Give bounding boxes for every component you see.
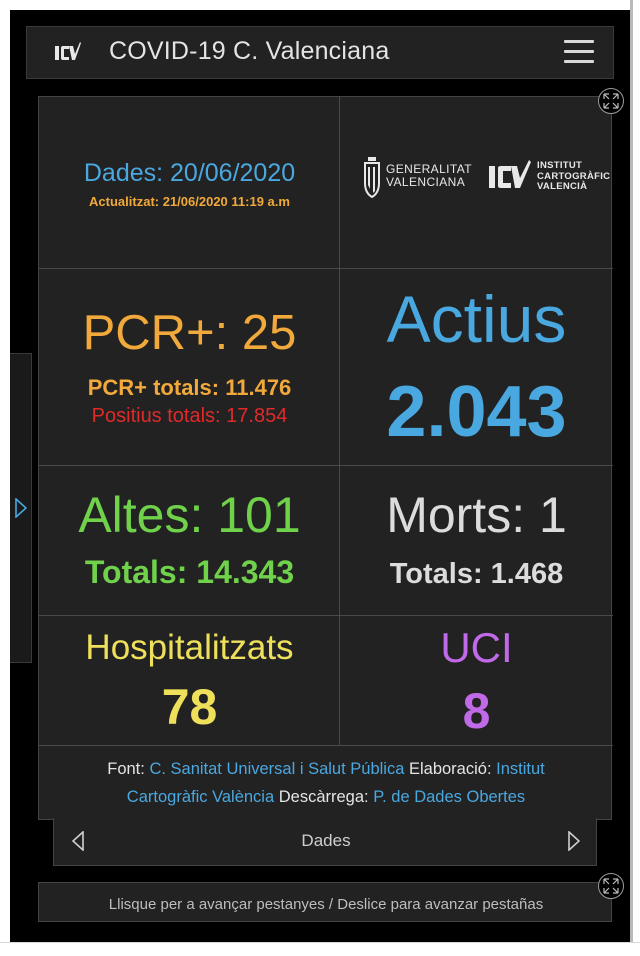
tab-pager: Dades: [53, 818, 597, 866]
expand-panel-button[interactable]: [598, 88, 624, 114]
app-title: COVID-19 C. Valenciana: [109, 37, 390, 65]
morts-totals: Totals: 1.468: [389, 558, 564, 590]
chevron-right-icon: [15, 498, 27, 518]
actius-cell: Actius 2.043: [340, 269, 613, 466]
elaboracio-label: Elaboració:: [408, 760, 492, 778]
window-edge: [630, 0, 633, 956]
previous-tab-icon[interactable]: [72, 831, 84, 851]
elaboracio-link[interactable]: Institut Cartogràfic València: [126, 760, 545, 806]
pcr-daily: PCR+: 25: [82, 306, 297, 360]
hospitalitzats-value: 78: [161, 679, 218, 735]
icv-logo-icon: [55, 42, 81, 60]
side-panel-toggle[interactable]: [10, 353, 32, 663]
hamburger-menu-icon[interactable]: [564, 38, 596, 66]
sources-credits: Font: C. Sanitat Universal i Salut Públi…: [39, 747, 613, 811]
swipe-hint-text: Llisque per a avançar pestanyes / Deslic…: [108, 896, 544, 913]
pager-label: Dades: [301, 831, 351, 850]
app-header: COVID-19 C. Valenciana: [26, 26, 614, 79]
font-label: Font:: [107, 760, 145, 778]
actius-label: Actius: [386, 282, 567, 356]
updated-timestamp: Actualitzat: 21/06/2020 11:19 a.m: [89, 194, 290, 209]
actius-value: 2.043: [386, 372, 567, 452]
generalitat-logo-icon: [364, 157, 380, 199]
logos-cell: GENERALITAT VALENCIANA INSTITUT CARTOGRÀ…: [340, 97, 613, 269]
expand-hint-button[interactable]: [598, 873, 624, 899]
expand-icon: [603, 93, 619, 109]
hospitalitzats-label: Hospitalitzats: [85, 628, 294, 667]
hospitalitzats-cell: Hospitalitzats 78: [39, 616, 340, 746]
altes-daily: Altes: 101: [78, 487, 301, 543]
morts-daily: Morts: 1: [386, 487, 567, 543]
date-cell: Dades: 20/06/2020 Actualitzat: 21/06/202…: [39, 97, 340, 269]
window-bottom-edge: [0, 942, 640, 956]
pcr-totals: PCR+ totals: 11.476: [87, 375, 292, 400]
descarrega-link[interactable]: P. de Dades Obertes: [373, 788, 526, 806]
uci-value: 8: [462, 683, 491, 739]
font-link[interactable]: C. Sanitat Universal i Salut Pública: [149, 760, 405, 778]
icv-logo-text: INSTITUT CARTOGRÀFIC VALENCIÀ: [537, 160, 611, 192]
data-date: Dades: 20/06/2020: [83, 159, 296, 187]
next-tab-icon[interactable]: [568, 831, 580, 851]
positives-totals: Positius totals: 17.854: [91, 405, 288, 427]
generalitat-logo-text: GENERALITAT VALENCIANA: [386, 162, 472, 189]
pcr-cell: PCR+: 25 PCR+ totals: 11.476 Positius to…: [39, 269, 340, 466]
altes-cell: Altes: 101 Totals: 14.343: [39, 466, 340, 616]
morts-cell: Morts: 1 Totals: 1.468: [340, 466, 613, 616]
altes-totals: Totals: 14.343: [84, 554, 295, 590]
dashboard-panel: Dades: 20/06/2020 Actualitzat: 21/06/202…: [38, 96, 613, 820]
expand-icon: [603, 878, 619, 894]
swipe-hint-bar: Llisque per a avançar pestanyes / Deslic…: [38, 882, 612, 922]
icv-logo-icon: [489, 160, 531, 188]
uci-cell: UCI 8: [340, 616, 613, 746]
uci-label: UCI: [440, 624, 513, 671]
descarrega-label: Descàrrega:: [278, 788, 369, 806]
